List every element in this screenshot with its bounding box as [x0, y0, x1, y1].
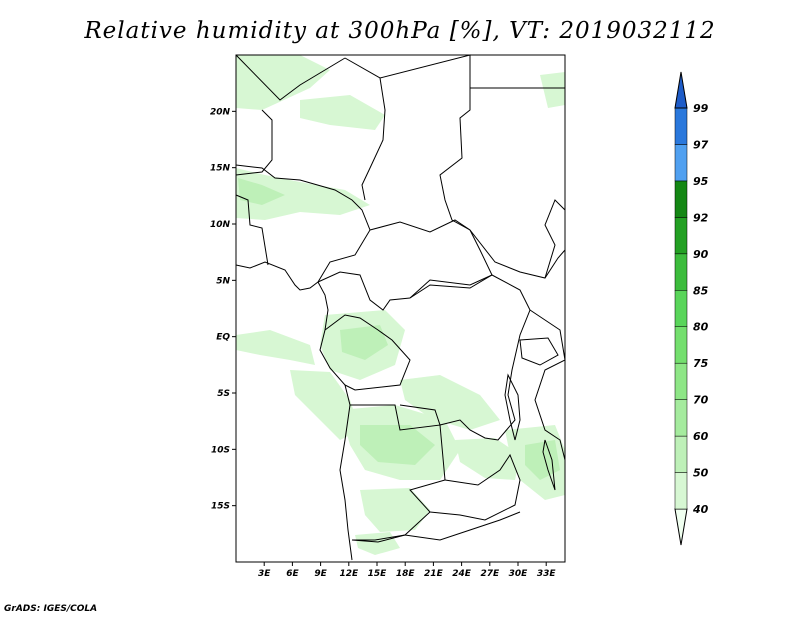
x-tick-label: 9E — [314, 569, 327, 579]
border-cameroon — [317, 271, 411, 311]
humidity-patch-coast-south — [290, 370, 360, 440]
country-borders — [235, 54, 566, 561]
x-tick-label: 27E — [480, 569, 500, 579]
map-frame — [235, 54, 566, 563]
colorbar-label: 95 — [693, 175, 709, 188]
colorbar-segment — [674, 399, 688, 437]
colorbar-label: 90 — [693, 248, 709, 261]
colorbar-segment — [674, 362, 688, 400]
y-tick-label: 5S — [217, 389, 230, 399]
x-tick-label: 6E — [286, 569, 299, 579]
map-title: Relative humidity at 300hPa [%], VT: 201… — [84, 18, 716, 44]
humidity-shading — [236, 55, 565, 555]
border-chad-sudan — [379, 54, 471, 231]
humidity-patch-south-tip — [355, 532, 400, 555]
colorbar-label: 97 — [693, 138, 709, 151]
colorbar-segment — [674, 326, 688, 364]
border-drc-east — [399, 274, 531, 441]
lake-tanganyika — [504, 373, 521, 441]
y-tick-label: 15N — [210, 164, 231, 174]
colorbar-high-arrow — [674, 71, 688, 109]
humidity-patch-equator-west — [236, 330, 315, 365]
x-tick-label: 33E — [537, 569, 557, 579]
colorbar: 40 50 60 70 75 80 85 90 92 95 97 99 — [674, 71, 709, 546]
border-ethiopia — [544, 199, 566, 279]
border-mali-niger — [235, 54, 346, 101]
x-tick-label: 30E — [509, 569, 529, 579]
x-tick-label: 15E — [368, 569, 388, 579]
humidity-patch-gabon-core — [340, 325, 388, 360]
x-tick-label: 3E — [258, 569, 271, 579]
colorbar-label: 75 — [693, 357, 709, 370]
x-axis-ticks: 3E 6E 9E 12E 15E 18E 21E 24E 27E 30E 33E — [258, 562, 556, 579]
colorbar-label: 80 — [693, 321, 709, 334]
y-tick-label: 20N — [210, 107, 231, 117]
border-tanzania — [529, 309, 566, 461]
y-axis-ticks: 20N 15N 10N 5N EQ 5S 10S 15S — [210, 107, 236, 512]
lake-victoria — [519, 337, 559, 366]
colorbar-label: 85 — [693, 284, 709, 297]
humidity-patch-sahel-west — [236, 168, 370, 220]
border-sudan-south — [469, 229, 566, 279]
border-nigeria — [235, 164, 371, 283]
colorbar-segment — [674, 144, 688, 182]
colorbar-label: 50 — [693, 467, 709, 480]
border-car — [369, 219, 493, 299]
colorbar-segment — [674, 472, 688, 510]
y-tick-label: 15S — [211, 502, 230, 512]
colorbar-label: 40 — [692, 503, 709, 516]
colorbar-label: 60 — [693, 430, 709, 443]
colorbar-segment — [674, 253, 688, 291]
border-angola — [350, 404, 446, 541]
colorbar-segment — [674, 107, 688, 145]
border-namibia — [351, 511, 521, 543]
colorbar-low-arrow — [674, 508, 688, 546]
colorbar-segment — [674, 180, 688, 218]
humidity-patch-angola-core — [360, 425, 435, 465]
border-sahel-west — [235, 109, 273, 176]
grads-credit: GrADS: IGES/COLA — [4, 604, 98, 614]
x-tick-label: 21E — [424, 569, 444, 579]
border-ghana-togo — [235, 194, 269, 266]
colorbar-label: 92 — [693, 211, 709, 224]
border-niger-chad — [344, 57, 386, 201]
colorbar-segment — [674, 290, 688, 327]
colorbar-label: 99 — [693, 102, 709, 115]
humidity-patch-northwest — [236, 55, 330, 110]
lake-malawi — [542, 439, 556, 491]
colorbar-segment — [674, 435, 688, 473]
y-tick-label: 5N — [216, 276, 230, 286]
colorbar-segment — [674, 217, 688, 255]
border-zambia — [429, 453, 521, 521]
x-tick-label: 12E — [339, 569, 359, 579]
humidity-patch-north-band — [300, 95, 385, 130]
y-tick-label: EQ — [216, 333, 230, 343]
x-tick-label: 24E — [452, 569, 472, 579]
x-tick-label: 18E — [396, 569, 416, 579]
humidity-patch-sahel-core — [238, 178, 285, 205]
border-congo-drc — [324, 314, 411, 391]
y-tick-label: 10S — [211, 445, 230, 455]
humidity-patch-malawi-core — [525, 440, 560, 480]
humidity-patch-south — [360, 488, 430, 532]
humidity-patch-northeast — [540, 72, 565, 108]
humidity-patch-drc-south — [400, 375, 500, 430]
y-tick-label: 10N — [210, 220, 231, 230]
humidity-patch-zambia — [455, 438, 520, 480]
colorbar-label: 70 — [693, 394, 709, 407]
